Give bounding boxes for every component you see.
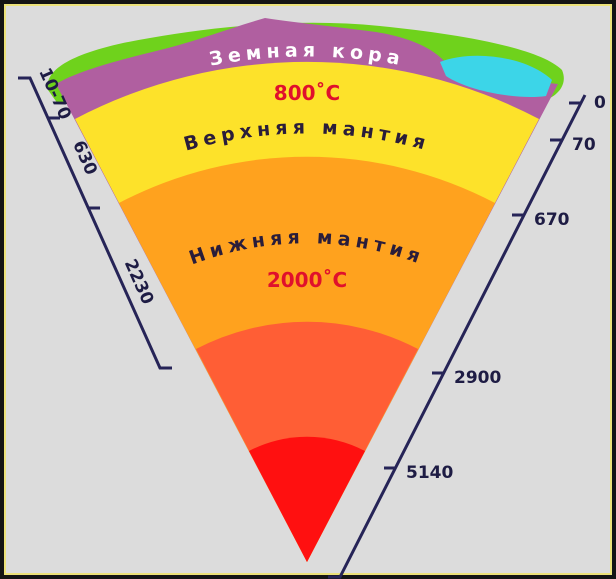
right-scale-line xyxy=(328,94,587,579)
right-scale: 0 70 670 2900 5140 xyxy=(328,93,606,579)
ocean xyxy=(440,55,552,98)
right-scale-ticks xyxy=(384,101,581,470)
left-scale-line xyxy=(18,76,172,370)
lower-temp: 2000˚C xyxy=(267,268,347,292)
right-scale-label: 0 xyxy=(594,93,606,113)
right-scale-label: 70 xyxy=(572,135,596,155)
left-scale-ticks xyxy=(48,116,100,210)
upper-temp: 800˚C xyxy=(274,81,340,105)
inner-core-layer xyxy=(249,436,365,562)
right-scale-label: 5140 xyxy=(406,463,453,483)
right-scale-label: 2900 xyxy=(454,368,501,388)
right-scale-label: 670 xyxy=(534,210,570,230)
